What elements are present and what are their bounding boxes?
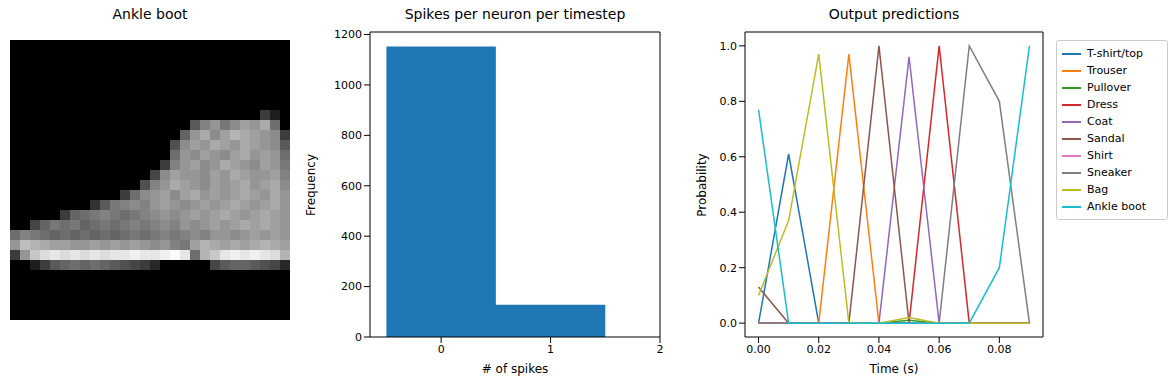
html-text:Spikes per neuron per timestep: Spikes per neuron per timestep <box>404 6 626 22</box>
html-text:Shirt: Shirt <box>1087 149 1113 162</box>
html-text:T-shirt/top: T-shirt/top <box>1087 47 1143 60</box>
svg-text:0.00: 0.00 <box>746 343 771 356</box>
svg-text:0.6: 0.6 <box>720 151 738 164</box>
svg-text:1000: 1000 <box>334 79 362 92</box>
html-text:Bag: Bag <box>1087 183 1109 196</box>
svg-text:0.08: 0.08 <box>987 343 1012 356</box>
svg-text:0.04: 0.04 <box>867 343 892 356</box>
svg-text:1.0: 1.0 <box>720 40 738 53</box>
svg-text:0: 0 <box>355 331 362 344</box>
svg-text:800: 800 <box>341 129 362 142</box>
svg-text:1: 1 <box>547 343 554 356</box>
svg-text:0.02: 0.02 <box>806 343 831 356</box>
svg-text:200: 200 <box>341 280 362 293</box>
svg-text:1200: 1200 <box>334 28 362 41</box>
svg-text:0.8: 0.8 <box>720 95 738 108</box>
svg-text:600: 600 <box>341 180 362 193</box>
svg-text:0: 0 <box>438 343 445 356</box>
html-text:# of spikes: # of spikes <box>481 362 549 376</box>
svg-text:2: 2 <box>657 343 664 356</box>
html-text:Time (s): Time (s) <box>869 362 919 376</box>
html-text:Coat: Coat <box>1087 115 1113 128</box>
svg-text:0.06: 0.06 <box>927 343 952 356</box>
html-text:Pullover: Pullover <box>1087 81 1132 94</box>
html-text:Sandal: Sandal <box>1087 132 1125 145</box>
html-text:Frequency: Frequency <box>304 154 318 216</box>
svg-text:0.2: 0.2 <box>720 262 738 275</box>
svg-text:400: 400 <box>341 230 362 243</box>
html-text:Output predictions: Output predictions <box>828 6 960 22</box>
html-text:Ankle boot: Ankle boot <box>112 6 188 22</box>
html-text:Probability: Probability <box>695 153 709 217</box>
html-text:Ankle boot: Ankle boot <box>1087 200 1146 213</box>
html-text:Trouser: Trouser <box>1087 64 1128 77</box>
svg-text:0.0: 0.0 <box>720 317 738 330</box>
html-text:Sneaker: Sneaker <box>1087 166 1132 179</box>
html-text:Dress: Dress <box>1087 98 1118 111</box>
svg-text:0.4: 0.4 <box>720 206 738 219</box>
